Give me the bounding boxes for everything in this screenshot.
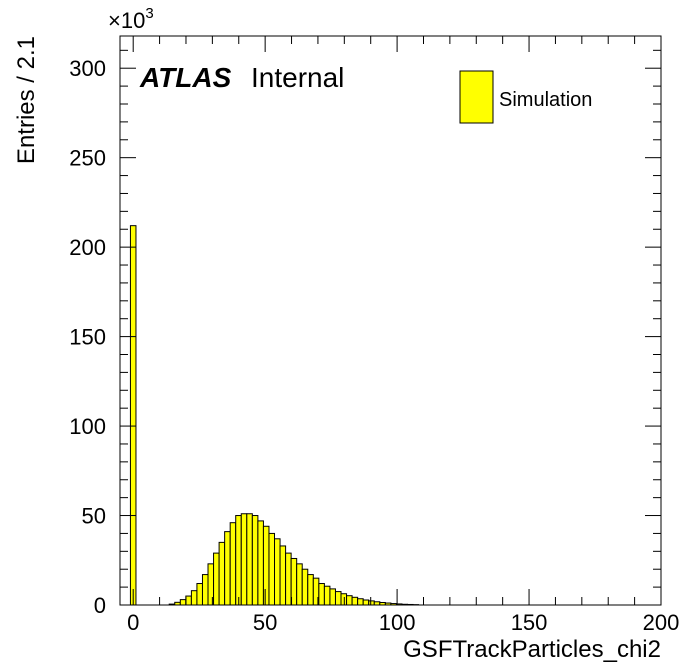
histogram-bar	[240, 513, 248, 606]
y-axis-title: Entries / 2.1	[13, 36, 40, 164]
y-tick-label: 200	[69, 235, 106, 260]
histogram-bar	[196, 583, 203, 606]
histogram-bar	[129, 225, 137, 606]
y-tick-label: 300	[69, 56, 106, 81]
histogram-bar	[351, 596, 359, 606]
histogram-bar	[279, 545, 287, 606]
x-axis-title: GSFTrackParticles_chi2	[403, 636, 661, 663]
histogram-bar	[257, 520, 264, 606]
histogram-bar	[318, 583, 325, 606]
y-tick-label: 100	[69, 414, 106, 439]
y-tick-labels: 0 50 100 150 200 250 300	[69, 56, 106, 618]
histogram-bar	[307, 574, 314, 606]
histogram-bar	[362, 599, 370, 606]
plot-frame	[119, 35, 662, 606]
histogram-bar	[329, 588, 336, 606]
histogram-bar	[246, 513, 253, 606]
legend: Simulation	[459, 70, 592, 124]
histogram-bar	[346, 595, 353, 606]
atlas-label: ATLAS	[139, 62, 232, 93]
histogram-bar	[179, 599, 187, 606]
internal-label: Internal	[251, 62, 344, 93]
histogram-bar	[262, 525, 270, 606]
x-tick-label: 0	[127, 610, 139, 635]
histogram-bar	[185, 595, 192, 606]
histogram-bar	[296, 563, 303, 606]
histogram-bar	[368, 600, 375, 606]
x-tick-label: 100	[379, 610, 416, 635]
histogram-bar	[285, 552, 292, 606]
histogram-bar	[213, 552, 220, 606]
x-tick-label: 200	[643, 610, 680, 635]
x-tick-labels: 0 50 100 150 200	[127, 610, 679, 635]
histogram-bar	[235, 515, 242, 606]
y-tick-label: 0	[94, 593, 106, 618]
y-tick-label: 50	[82, 504, 106, 529]
y-tick-label: 250	[69, 146, 106, 171]
histogram-bar	[229, 522, 237, 606]
legend-swatch	[459, 70, 494, 124]
histogram-bar	[268, 532, 276, 606]
histogram-bar	[301, 568, 309, 606]
histogram-bar	[334, 591, 342, 606]
x-tick-label: 50	[253, 610, 277, 635]
histogram-bar	[274, 538, 281, 606]
histogram-bar	[357, 598, 364, 606]
histogram-bar	[224, 531, 231, 606]
histogram-bar	[218, 541, 226, 606]
histogram-bar	[251, 515, 259, 606]
x-tick-label: 150	[511, 610, 548, 635]
histogram-bars	[129, 225, 420, 606]
histogram-bar	[190, 590, 198, 606]
histogram-bar	[340, 593, 348, 606]
histogram-bar	[201, 574, 209, 606]
legend-label: Simulation	[499, 89, 592, 111]
y-tick-label: 150	[69, 325, 106, 350]
y-multiplier: ×103	[108, 5, 154, 33]
axis-ticks	[120, 36, 662, 606]
histogram-bar	[323, 585, 331, 606]
